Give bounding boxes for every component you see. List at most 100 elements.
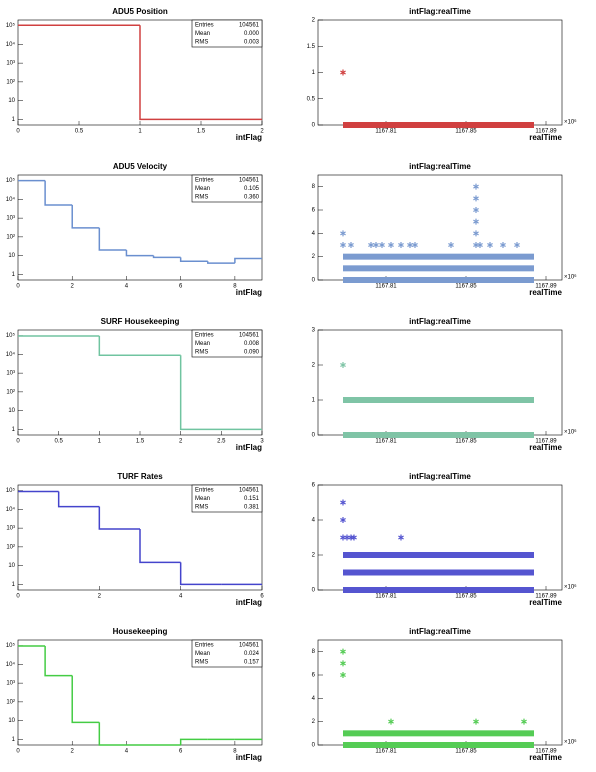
stats-name: RMS — [195, 195, 208, 201]
x-axis-label: realTime — [529, 753, 562, 762]
stats-name: Entries — [195, 23, 214, 29]
y-tick-label: 10 — [8, 718, 15, 724]
y-tick-label: 0 — [312, 743, 316, 749]
x-tick-label: 1167.81 — [375, 129, 397, 135]
y-tick-label: 10⁵ — [6, 177, 16, 184]
stats-value: 0.008 — [244, 341, 260, 347]
y-tick-label: 10⁴ — [6, 351, 16, 358]
y-tick-label: 10⁴ — [6, 661, 16, 668]
scatter-point — [351, 534, 357, 541]
frame — [17, 174, 263, 281]
chart-title: intFlag:realTime — [409, 627, 471, 636]
y-tick-label: 10³ — [6, 371, 15, 377]
stats-value: 0.105 — [244, 186, 260, 192]
x-exponent: ×10⁶ — [564, 584, 577, 591]
x-tick-label: 1167.85 — [455, 594, 477, 600]
x-tick-label: 2 — [71, 284, 75, 290]
x-tick-label: 1.5 — [136, 439, 145, 445]
y-tick-label: 4 — [312, 696, 316, 702]
y-tick-label: 0 — [312, 123, 316, 129]
scatter-point — [340, 672, 346, 678]
x-axis-label: realTime — [529, 443, 562, 452]
x-tick-label: 1167.89 — [535, 749, 557, 755]
y-tick-label: 8 — [312, 184, 316, 190]
stats-name: Mean — [195, 341, 210, 347]
y-tick-label: 10⁵ — [6, 642, 16, 649]
scatter-point — [388, 242, 394, 248]
x-tick-label: 6 — [179, 284, 183, 290]
x-exponent: ×10⁶ — [564, 119, 577, 126]
histogram-bin — [139, 528, 181, 564]
scatter-point — [340, 230, 346, 237]
stats-value: 104561 — [239, 178, 260, 184]
histogram-bin — [139, 25, 262, 121]
chart-title: ADU5 Velocity — [113, 162, 168, 171]
x-tick-label: 6 — [260, 594, 264, 600]
x-tick-label: 1167.89 — [535, 284, 557, 290]
y-tick-label: 0 — [312, 433, 316, 439]
scatter-point — [473, 718, 479, 725]
dense-band — [343, 432, 534, 438]
scatter-point — [340, 362, 346, 368]
stats-box — [191, 329, 263, 358]
y-tick-label: 2 — [312, 254, 316, 260]
x-tick-label: 1167.85 — [455, 749, 477, 755]
x-axis-label: intFlag — [236, 753, 262, 762]
chart-title: intFlag:realTime — [409, 162, 471, 171]
stats-name: Mean — [195, 651, 210, 657]
scatter-point — [477, 242, 483, 248]
x-tick-label: 1 — [98, 439, 102, 445]
scatter-point — [473, 242, 479, 248]
scatter-point — [473, 230, 479, 237]
stats-name: Entries — [195, 333, 214, 339]
scatter-point — [373, 242, 379, 248]
stats-name: RMS — [195, 40, 208, 46]
chart-title: intFlag:realTime — [409, 472, 471, 481]
stats-name: RMS — [195, 350, 208, 356]
dense-band — [343, 253, 534, 260]
scatter-point — [340, 69, 346, 76]
x-tick-label: 4 — [179, 594, 183, 600]
y-tick-label: 10³ — [6, 526, 15, 532]
y-tick-label: 10 — [8, 253, 15, 259]
chart-title: intFlag:realTime — [409, 317, 471, 326]
histogram-bin — [125, 249, 154, 257]
scatter-point — [398, 534, 404, 541]
y-tick-label: 1 — [12, 272, 16, 278]
y-tick-label: 0.5 — [307, 96, 316, 102]
scatter-point — [340, 499, 346, 506]
stats-name: Entries — [195, 178, 214, 184]
scatter-point — [487, 242, 493, 248]
scatter-point — [340, 242, 346, 248]
histogram-bin — [71, 675, 100, 724]
dense-band — [343, 730, 534, 737]
histogram-bin — [57, 491, 100, 508]
chart-title: ADU5 Position — [112, 7, 168, 16]
y-tick-label: 10² — [6, 699, 15, 705]
chart-title: Housekeeping — [113, 627, 168, 636]
histogram-bin — [234, 257, 262, 264]
stats-box — [191, 174, 263, 203]
histogram-bin — [71, 205, 100, 229]
histogram-bin — [98, 722, 127, 746]
stats-box — [191, 484, 263, 513]
stats-value: 0.381 — [244, 505, 260, 511]
x-tick-label: 4 — [125, 749, 129, 755]
y-tick-label: 10 — [8, 563, 15, 569]
y-tick-label: 1 — [12, 117, 16, 123]
x-tick-label: 1167.85 — [455, 129, 477, 135]
scatter-point — [521, 718, 527, 725]
y-tick-label: 1 — [12, 582, 16, 588]
x-axis-label: realTime — [529, 133, 562, 142]
dense-band — [343, 742, 534, 748]
y-tick-label: 10 — [8, 98, 15, 104]
scatter-point — [340, 660, 346, 667]
x-tick-label: 1167.85 — [455, 439, 477, 445]
chart-title: TURF Rates — [117, 472, 163, 481]
y-tick-label: 10⁵ — [6, 22, 16, 29]
dense-band — [343, 552, 534, 558]
y-tick-label: 10 — [8, 408, 15, 414]
y-tick-label: 4 — [312, 231, 316, 237]
x-exponent: ×10⁶ — [564, 274, 577, 281]
x-exponent: ×10⁶ — [564, 429, 577, 436]
